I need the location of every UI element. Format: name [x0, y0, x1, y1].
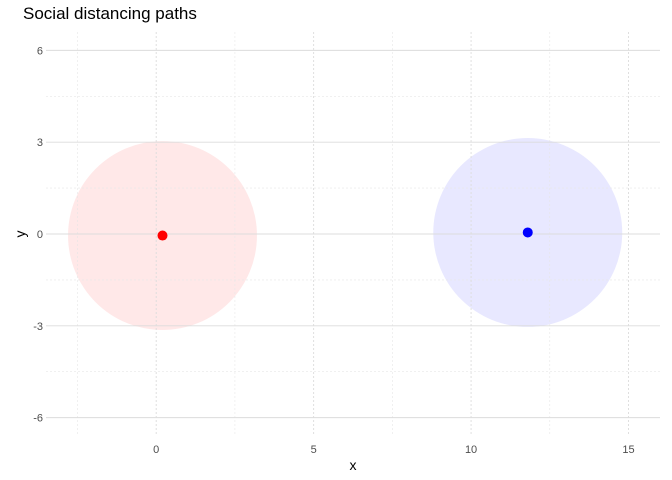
- data-point-1: [522, 227, 533, 238]
- x-axis-ticks: 0 5 10 15: [153, 444, 634, 456]
- y-axis-ticks: -6 -3 0 3 6: [33, 45, 43, 424]
- y-tick-label-3: 3: [37, 137, 43, 149]
- data-points: [157, 227, 533, 241]
- y-tick-label-2: 0: [37, 229, 43, 241]
- grid-lines: [46, 32, 660, 436]
- x-tick-label-0: 0: [153, 444, 159, 456]
- y-tick-label-4: 6: [37, 45, 43, 57]
- x-tick-label-2: 10: [465, 444, 477, 456]
- chart-title: Social distancing paths: [23, 4, 197, 23]
- y-tick-label-0: -6: [33, 413, 43, 425]
- x-axis-title: x: [350, 457, 357, 473]
- x-tick-label-1: 5: [311, 444, 317, 456]
- y-tick-label-1: -3: [33, 321, 43, 333]
- y-axis-title: y: [12, 231, 28, 238]
- data-point-0: [157, 230, 168, 241]
- x-tick-label-3: 15: [622, 444, 634, 456]
